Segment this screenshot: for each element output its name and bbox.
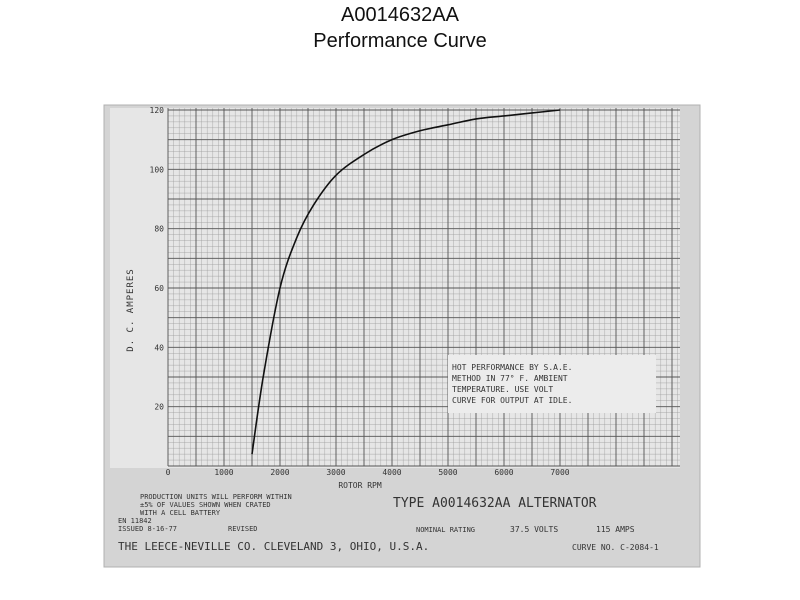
issued-date: ISSUED 8-16-77 — [118, 525, 177, 533]
company-name: THE LEECE-NEVILLE CO. CLEVELAND 3, OHIO,… — [118, 540, 429, 553]
annotation-line: CURVE FOR OUTPUT AT IDLE. — [452, 396, 572, 405]
annotation-box — [448, 355, 656, 413]
sheet-border — [103, 104, 701, 568]
nominal-rating-label: NOMINAL RATING — [416, 526, 475, 534]
curve-number: CURVE NO. C-2084-1 — [572, 543, 659, 552]
x-tick-label: 5000 — [438, 468, 457, 477]
production-note-line: WITH A CELL BATTERY — [140, 509, 221, 517]
chart-subtitle: Performance Curve — [313, 30, 487, 52]
annotation-line: HOT PERFORMANCE BY S.A.E. — [452, 363, 572, 372]
x-tick-label: 6000 — [494, 468, 513, 477]
y-tick-label: 100 — [150, 165, 165, 174]
y-tick-label: 40 — [154, 343, 164, 352]
volts-value: 37.5 VOLTS — [510, 525, 558, 534]
y-tick-label: 120 — [150, 106, 165, 115]
series-line — [251, 109, 561, 455]
y-tick-label: 80 — [154, 225, 164, 234]
part-number-title: A0014632AA — [341, 4, 459, 26]
revised-label: REVISED — [228, 525, 258, 533]
annotation-line: TEMPERATURE. USE VOLT — [452, 385, 553, 394]
x-tick-label: 2000 — [270, 468, 289, 477]
amps-value: 115 AMPS — [596, 525, 635, 534]
y-axis-label: D. C. AMPERES — [126, 268, 136, 351]
x-tick-label: 1000 — [214, 468, 233, 477]
x-tick-label: 3000 — [326, 468, 345, 477]
y-tick-labels: 20 40 60 80 100 120 — [150, 106, 165, 412]
y-tick-label: 20 — [154, 403, 164, 412]
en-number: EN 11842 — [118, 517, 152, 525]
production-note-line: PRODUCTION UNITS WILL PERFORM WITHIN — [140, 493, 292, 501]
x-tick-labels: 0 1000 2000 3000 4000 5000 6000 7000 — [166, 468, 570, 477]
x-axis-label: ROTOR RPM — [338, 481, 382, 490]
x-tick-label: 7000 — [550, 468, 569, 477]
x-tick-label: 0 — [166, 468, 171, 477]
x-tick-label: 4000 — [382, 468, 401, 477]
y-tick-label: 60 — [154, 284, 164, 293]
production-note-line: ±5% OF VALUES SHOWN WHEN CRATED — [140, 501, 271, 509]
annotation-line: METHOD IN 77° F. AMBIENT — [452, 374, 568, 383]
type-label: TYPE A0014632AA ALTERNATOR — [393, 496, 597, 511]
